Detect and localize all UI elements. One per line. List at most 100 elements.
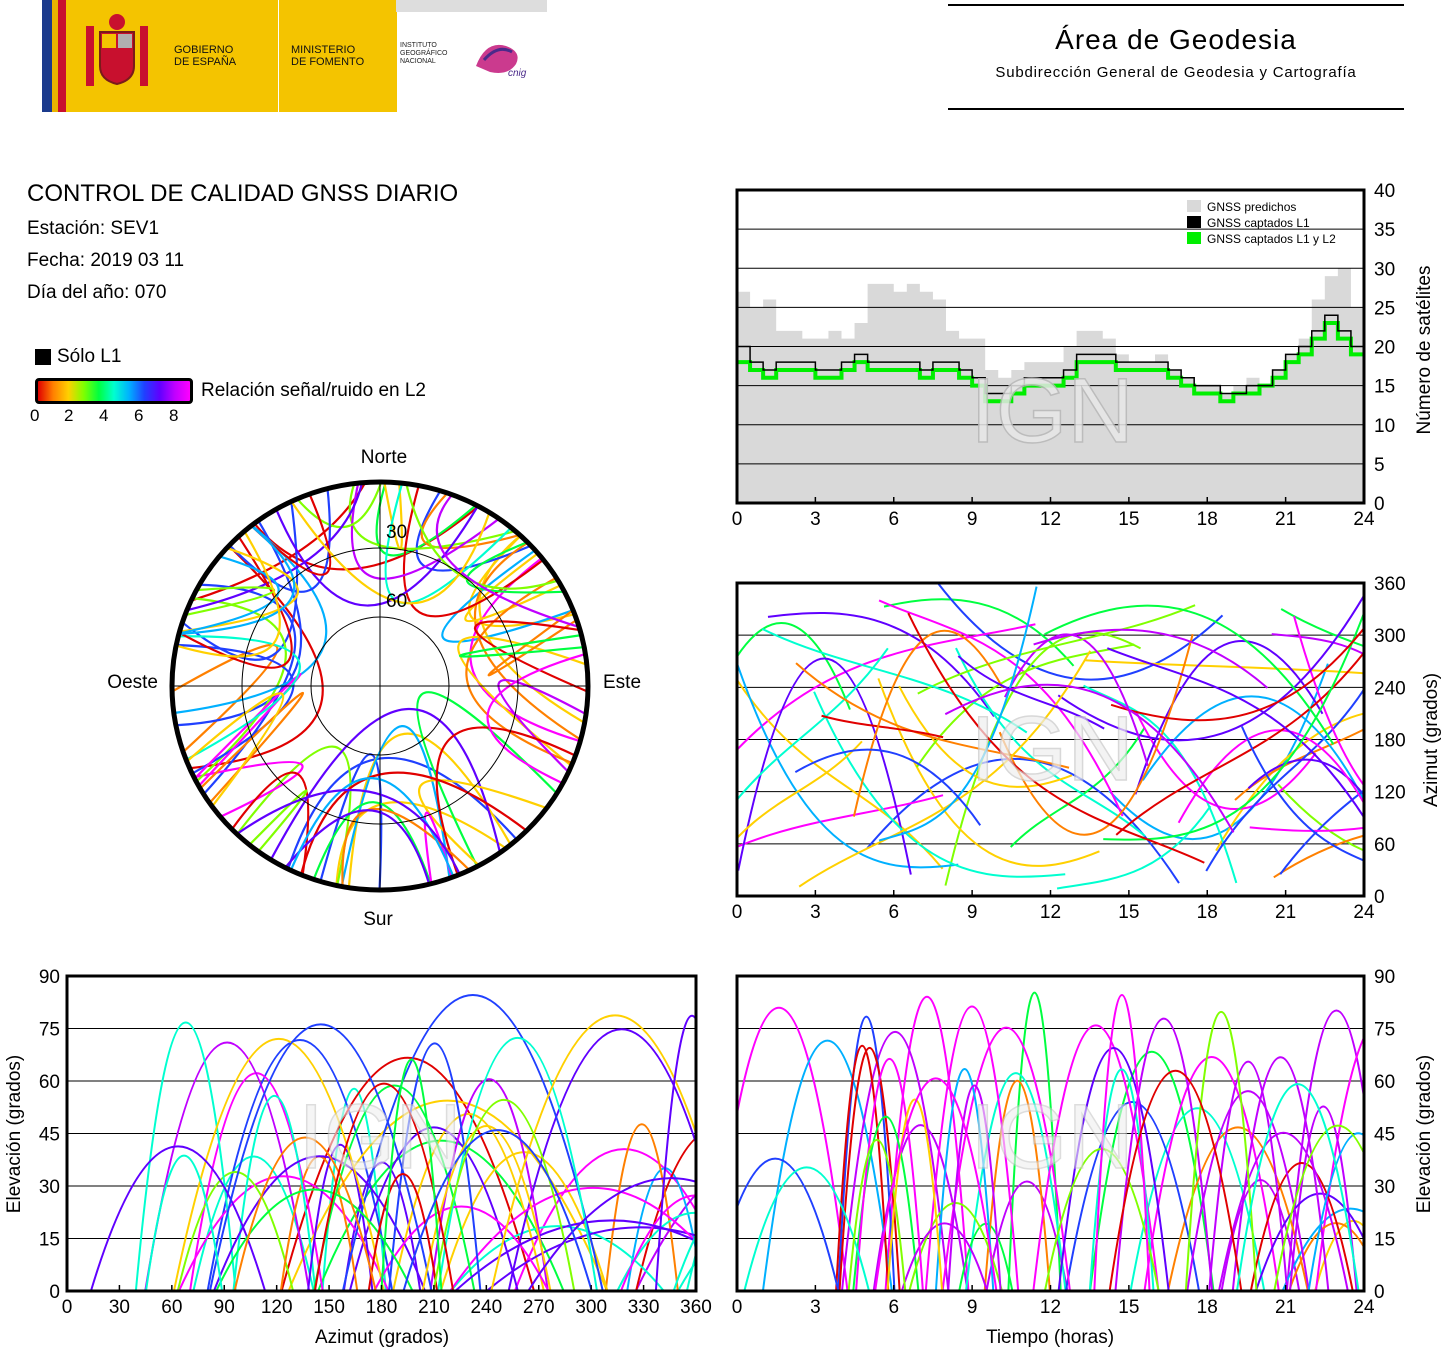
az-track	[737, 647, 889, 802]
az-track	[917, 604, 1196, 695]
legend-swatch-predicted	[1187, 200, 1201, 212]
x-tick-label: 9	[967, 1297, 978, 1318]
compass-west: Oeste	[107, 672, 158, 693]
sky-track	[187, 692, 285, 807]
skyplot-chart: 30 60 Norte Sur Este Oeste	[107, 447, 641, 930]
ea-track	[432, 1098, 576, 1291]
sky-track	[465, 541, 564, 594]
sky-track	[348, 482, 516, 550]
az-track	[1106, 647, 1364, 820]
sky-track	[248, 789, 308, 853]
y-tick-label: 0	[1374, 887, 1385, 908]
ea-track	[380, 1058, 443, 1291]
sky-track	[465, 577, 572, 764]
sky-track	[487, 610, 577, 677]
ea-track	[402, 1129, 593, 1291]
sky-horizon	[169, 479, 591, 893]
sat-y-ticks: 0 5 10 15 20 25 30 35 40	[1374, 181, 1395, 515]
ea-track	[341, 993, 604, 1291]
series-captured-l1	[737, 314, 1364, 395]
ea-x-ticks: 0 30 60 90 120 150 180 210 240 270 300 330 360	[62, 1285, 712, 1318]
ea-track	[232, 1094, 317, 1291]
et-track	[1281, 1207, 1364, 1291]
y-tick-label: 120	[1374, 783, 1406, 804]
watermark: IGN	[970, 1086, 1134, 1188]
sky-track	[283, 809, 431, 887]
x-tick-label: 3	[810, 902, 821, 923]
ea-track	[206, 1039, 394, 1291]
compass-north: Norte	[361, 447, 407, 468]
az-track	[1084, 659, 1364, 675]
y-tick-label: 180	[1374, 731, 1406, 752]
y-tick-label: 0	[1374, 494, 1385, 515]
az-track	[1240, 726, 1364, 862]
sky-track	[274, 504, 480, 607]
ea-track	[287, 1099, 608, 1291]
et-track	[1218, 1131, 1349, 1291]
az-track	[1004, 633, 1149, 767]
x-tick-label: 24	[1353, 902, 1375, 923]
ea-track	[373, 1205, 550, 1291]
y-tick-label: 60	[1374, 835, 1395, 856]
gov-logo-block: GOBIERNO DE ESPAÑA	[66, 0, 278, 112]
x-tick-label: 6	[888, 509, 899, 530]
y-tick-label: 45	[39, 1125, 60, 1146]
x-tick-label: 9	[967, 509, 978, 530]
l1-only-label: Sólo L1	[57, 346, 122, 367]
ea-track	[437, 1036, 598, 1291]
x-tick-label: 12	[1040, 509, 1061, 530]
snr-tick: 8	[169, 406, 179, 425]
sky-track	[183, 500, 299, 661]
azimuth-time-chart: IGN 0 3 6 9 12 15 18 21 24 0 60 120 180 240 300 360 Az…	[732, 574, 1442, 923]
et-track	[941, 1026, 1071, 1291]
y-tick-label: 25	[1374, 298, 1395, 319]
snr-tick: 6	[134, 406, 144, 425]
y-tick-label: 20	[1374, 338, 1395, 359]
sky-track	[435, 726, 575, 877]
snr-ticks: 0 2 4 6 8	[30, 404, 195, 426]
y-tick-label: 90	[39, 967, 60, 988]
y-tick-label: 240	[1374, 678, 1406, 699]
y-tick-label: 30	[1374, 1177, 1395, 1198]
et-track	[947, 1084, 1002, 1291]
az-track	[1280, 608, 1364, 648]
et-track	[737, 1007, 849, 1291]
sky-track	[289, 499, 491, 605]
sat-ylabel: Número de satélites	[1414, 266, 1435, 435]
az-track	[866, 757, 1180, 884]
ign-line3: NACIONAL	[400, 58, 436, 65]
az-track	[1033, 628, 1269, 689]
sky-track	[423, 811, 454, 886]
et-track	[855, 1057, 924, 1291]
et-track	[1093, 994, 1151, 1291]
ea-track	[134, 1021, 237, 1291]
sky-track	[435, 492, 578, 628]
az-track	[1271, 633, 1364, 656]
sky-track	[457, 635, 586, 766]
az-track	[937, 583, 1224, 681]
coat-of-arms-icon	[86, 14, 148, 86]
legend-label-predicted: GNSS predichos	[1207, 200, 1296, 214]
x-tick-label: 15	[1118, 509, 1139, 530]
y-tick-label: 0	[1374, 1282, 1385, 1303]
ea-track	[321, 1087, 387, 1291]
y-tick-label: 30	[1374, 259, 1395, 280]
sky-track	[193, 597, 287, 782]
ea-track	[392, 1112, 545, 1291]
az-track	[1277, 783, 1364, 852]
ea-track	[178, 1175, 390, 1291]
x-tick-label: 360	[680, 1297, 712, 1318]
x-tick-label: 150	[313, 1297, 345, 1318]
y-tick-label: 300	[1374, 626, 1406, 647]
area-title: Área de Geodesia	[1055, 24, 1297, 55]
sky-track	[464, 552, 561, 623]
et-track	[1235, 1083, 1360, 1291]
snr-legend: Sólo L1 Relación señal/ruido en L2 0 2 4…	[30, 346, 426, 426]
az-track	[1273, 834, 1364, 879]
satellites-chart: IGN GNSS predichos GNSS captados L1 GNSS…	[732, 181, 1435, 530]
sky-track	[299, 771, 528, 877]
cnig-label: cnig	[508, 68, 527, 79]
sky-track	[295, 482, 383, 529]
sky-track	[459, 634, 583, 658]
ea-track	[172, 1037, 385, 1291]
